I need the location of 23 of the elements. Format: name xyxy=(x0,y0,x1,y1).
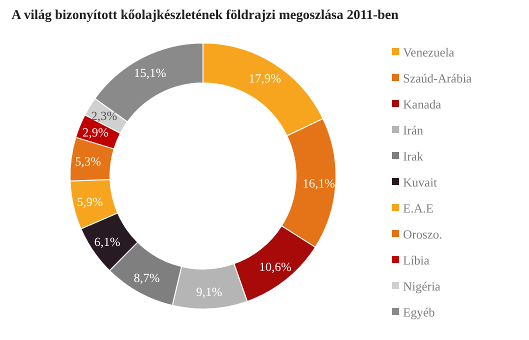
data-label: 9,1% xyxy=(196,285,222,300)
data-label: 15,1% xyxy=(134,66,166,80)
data-label: 5,9% xyxy=(76,195,103,210)
legend-label: Egyéb xyxy=(403,305,435,320)
data-label: 2,9% xyxy=(82,126,109,140)
legend-label: Kuvait xyxy=(403,175,438,190)
data-label: 10,6% xyxy=(259,260,292,274)
legend-label: Nigéria xyxy=(403,279,441,294)
chart-title: A világ bizonyított kőolajkészletének földrajzi megoszlása 2011-ben xyxy=(12,7,399,22)
legend-label: Oroszo. xyxy=(403,227,442,242)
legend-label: E.A.E xyxy=(403,201,434,216)
legend-label: Irak xyxy=(403,149,424,164)
legend-label: Kanada xyxy=(403,97,442,112)
legend-label: Irán xyxy=(403,123,424,138)
legend-label: Szaúd-Arábia xyxy=(403,71,472,86)
data-label: 2,3% xyxy=(91,108,118,123)
data-label: 5,3% xyxy=(74,154,101,168)
data-label: 16,1% xyxy=(302,176,335,190)
legend-label: Líbia xyxy=(403,253,430,268)
data-label: 17,9% xyxy=(248,71,281,86)
data-label: 6,1% xyxy=(94,234,120,249)
data-label: 8,7% xyxy=(134,270,160,285)
legend-label: Venezuela xyxy=(403,45,455,60)
